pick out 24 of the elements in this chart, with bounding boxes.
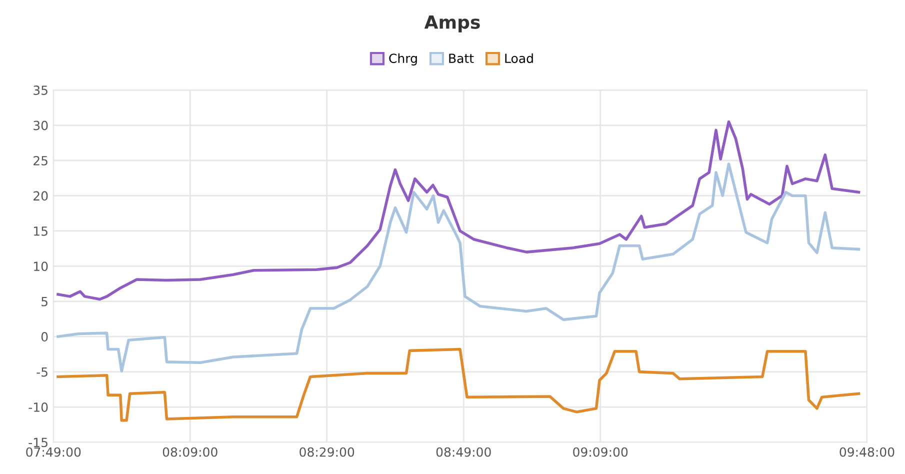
y-tick-label: 35 bbox=[34, 86, 48, 95]
x-tick-label: 09:09:00 bbox=[573, 447, 628, 457]
legend-label: Chrg bbox=[389, 53, 417, 66]
y-tick-label: 20 bbox=[34, 191, 48, 201]
x-tick-label: 07:49:00 bbox=[26, 447, 81, 457]
line-series bbox=[56, 348, 860, 422]
line-series bbox=[56, 162, 860, 372]
y-tick-label: 15 bbox=[34, 226, 48, 236]
y-tick-label: -10 bbox=[28, 402, 48, 412]
y-tick-label: -15 bbox=[28, 438, 48, 448]
y-tick-label: -5 bbox=[36, 367, 48, 377]
x-tick-label: 08:49:00 bbox=[436, 447, 491, 457]
legend-label: Load bbox=[505, 53, 533, 64]
y-tick-label: 5 bbox=[42, 297, 48, 306]
y-tick-label: 30 bbox=[34, 120, 48, 130]
line-series bbox=[56, 120, 860, 301]
y-tick-label: 10 bbox=[34, 262, 48, 272]
y-tick-label: 25 bbox=[34, 156, 48, 166]
x-tick-label: 09:48:00 bbox=[840, 447, 894, 457]
x-tick-label: 08:09:00 bbox=[162, 447, 218, 457]
y-tick-label: 0 bbox=[41, 332, 48, 342]
chart-title: Amps bbox=[424, 16, 480, 32]
legend-label: Batt bbox=[449, 54, 474, 64]
x-tick-label: 08:29:00 bbox=[300, 447, 354, 457]
